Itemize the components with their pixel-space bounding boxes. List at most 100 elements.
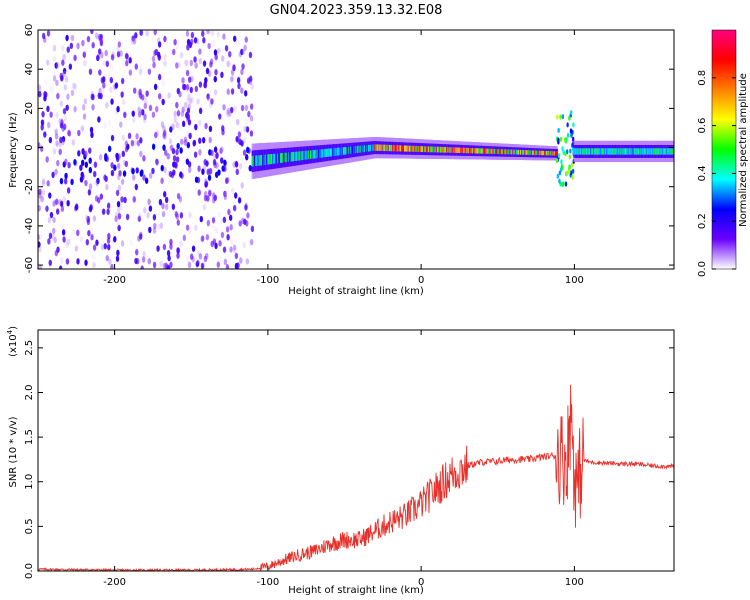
colorbar: 0.0 0.2 0.4 0.6 0.8 Normalized spectral ampl… <box>697 29 749 277</box>
spectrogram-cell <box>164 149 168 156</box>
x-tick-label: -100 <box>257 577 280 588</box>
spectrogram-cell <box>76 258 80 265</box>
spectrogram-cell <box>55 111 59 119</box>
spectrogram-cell <box>114 212 119 219</box>
spectrogram-cell <box>145 90 149 97</box>
snr-y-label: SNR (10 * v/v) <box>8 416 19 487</box>
spectrogram-cell <box>121 60 126 67</box>
spectrogram-cell <box>201 30 205 37</box>
spectrogram-cell <box>557 137 560 143</box>
spectrogram-cell <box>161 98 165 106</box>
spectrogram-cell <box>58 265 63 269</box>
spectrogram-cell <box>235 39 240 47</box>
spectrogram-cell <box>38 90 42 98</box>
spectrogram-cell <box>132 174 136 181</box>
spectrogram-cell <box>190 38 194 46</box>
spectrogram-cell <box>243 125 247 133</box>
spectrogram-cell <box>103 243 107 250</box>
spectrogram-cell <box>117 173 121 181</box>
spectrogram-cell <box>176 252 180 259</box>
spectrogram-cell <box>97 92 101 99</box>
spectrogram-cell <box>54 128 58 136</box>
spectrogram-cell <box>143 102 148 110</box>
spectrogram-cell <box>203 255 208 263</box>
spectrogram-cell <box>116 51 121 58</box>
spectrogram-cell <box>568 169 571 175</box>
spectrogram-cell <box>565 136 568 142</box>
snr-point <box>421 503 422 504</box>
spectrogram-cell <box>161 202 165 210</box>
spectrogram-cell <box>246 212 250 219</box>
spectrogram-cell <box>559 136 563 142</box>
spectrogram-cell <box>230 69 235 76</box>
spectrogram-cell <box>185 97 190 105</box>
spectrogram-cell <box>110 162 114 169</box>
spectrogram-cell <box>56 92 60 100</box>
spectrogram-cell <box>62 108 67 115</box>
spectrogram-cell <box>83 59 87 67</box>
spectrogram-cell <box>163 35 167 43</box>
spectrogram-cell <box>72 228 76 235</box>
spectrogram-cell <box>59 72 63 80</box>
spectrogram-cell <box>176 219 181 226</box>
spectrogram-cell <box>237 136 242 144</box>
spectrogram-cell <box>119 204 124 211</box>
spectrogram-cell <box>176 142 180 150</box>
spectrogram-cell <box>46 105 50 113</box>
snr-x-label: Height of straight line (km) <box>288 585 424 596</box>
spectrogram-cell <box>99 193 104 200</box>
spectrogram-cell <box>194 85 199 93</box>
spectrogram-cell <box>151 167 155 175</box>
spectrogram-cell <box>205 67 210 75</box>
spectrogram-cell <box>175 156 180 163</box>
snr-y-ticks: 0.0 0.5 1.0 1.5 2.0 2.5 <box>24 340 674 579</box>
spectrogram-cell <box>185 69 190 77</box>
spectrogram-cell <box>206 168 210 176</box>
spectrogram-cell <box>211 217 216 224</box>
spectrogram-cell <box>243 44 247 52</box>
spectrogram-cell <box>120 91 124 98</box>
spectrogram-cell <box>243 218 247 225</box>
spectrogram-cell <box>557 153 561 159</box>
spectrogram-cell <box>54 62 58 69</box>
spectrogram-cell <box>81 39 85 47</box>
spectrogram-cell <box>188 227 192 235</box>
y-tick-label: 2.0 <box>24 385 35 401</box>
spectrogram-cell <box>235 168 239 176</box>
spectrogram-cell <box>102 60 107 67</box>
spectrogram-cell <box>83 50 87 57</box>
spectrogram-cell <box>105 183 109 191</box>
spectrogram-cell <box>190 96 194 104</box>
spectrogram-cell <box>241 63 245 70</box>
spectrogram-cell <box>169 243 173 250</box>
spectrogram-cell <box>38 192 42 199</box>
spectrogram-cell <box>566 132 570 138</box>
spectrogram-cell <box>231 74 235 82</box>
spectrogram-cell <box>90 131 94 139</box>
snr-series <box>38 384 674 571</box>
spectrogram-cell <box>198 137 202 144</box>
spectrogram-cell <box>124 160 129 168</box>
spectrogram-cell <box>168 137 173 145</box>
spectrogram-cell <box>162 243 167 251</box>
spectrogram-cell <box>52 227 56 235</box>
spectrogram-cell <box>215 151 219 159</box>
spectrogram-cell <box>187 76 192 83</box>
spectrogram-cell <box>151 55 156 63</box>
spectrogram-cell <box>116 162 121 170</box>
spectrogram-cell <box>566 122 569 128</box>
spectrogram-cell <box>185 224 190 231</box>
spectrogram-cell <box>101 208 106 215</box>
spectrogram-cell <box>114 215 118 223</box>
spectrogram-cell <box>59 184 63 191</box>
spectrogram-cell <box>92 244 97 251</box>
spectrogram-cell <box>249 115 254 122</box>
spectrogram-cell <box>148 226 152 234</box>
spectrogram-cell <box>213 57 217 65</box>
spectrogram-cell <box>120 240 125 247</box>
spectrogram-cell <box>71 139 76 146</box>
spectrogram-cell <box>569 110 573 116</box>
spectrogram-cell <box>145 30 149 37</box>
spectrogram-cell <box>107 232 111 240</box>
x-tick-label: 100 <box>565 577 584 588</box>
